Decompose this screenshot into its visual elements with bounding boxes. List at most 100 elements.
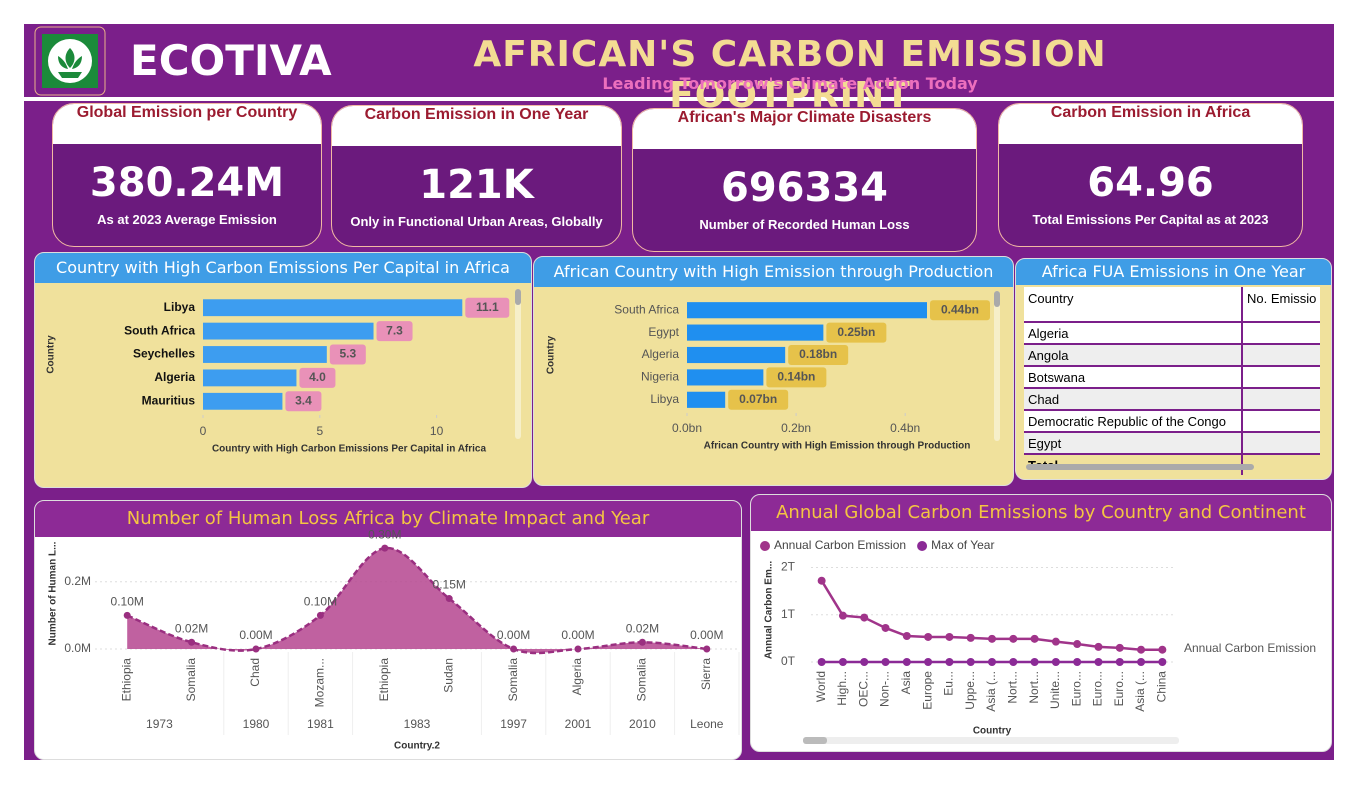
x-tick-label: Chad: [248, 658, 262, 687]
point: [1158, 645, 1167, 654]
point: [316, 611, 324, 619]
group-label: 2001: [565, 717, 592, 731]
brand: ECOTIVA: [130, 36, 332, 85]
data-label: 0.10M: [111, 595, 144, 609]
table-panel: Africa FUA Emissions in One Year Country…: [1015, 258, 1332, 480]
data-label-bg: [766, 367, 827, 388]
x-axis-title: Country.2: [394, 741, 440, 752]
x-tick-label: 5: [316, 424, 323, 438]
point: [1051, 658, 1060, 666]
category-label: Algeria: [154, 370, 195, 384]
x-tick-label: Asia (...: [984, 671, 998, 712]
group-label: 2010: [629, 717, 656, 731]
x-tick-label: Euro...: [1069, 671, 1083, 706]
x-axis-title: Country with High Carbon Emissions Per C…: [212, 444, 487, 455]
data-label: 3.4: [295, 393, 312, 407]
legend-marker: [917, 541, 928, 551]
legend-label: Max of Year: [931, 538, 994, 552]
group-label: Leone: [690, 717, 724, 731]
data-label: 0.30M: [368, 527, 401, 541]
annotation: Annual Carbon Emission: [1184, 641, 1316, 655]
x-tick-label: Somalia: [635, 658, 649, 702]
point: [381, 544, 389, 552]
point: [966, 633, 975, 642]
data-label: 0.10M: [304, 595, 337, 609]
kpi-card: Global Emission per Country 380.24M As a…: [52, 103, 322, 247]
x-tick-label: Eu...: [942, 671, 956, 696]
y-tick-label: 0.0M: [64, 641, 91, 655]
x-tick-label: Ethiopia: [119, 658, 133, 702]
x-tick-label: 10: [430, 424, 444, 438]
category-label: Mauritius: [142, 393, 196, 407]
data-label: 0.00M: [561, 628, 594, 642]
table-cell: Egypt: [1024, 432, 1242, 455]
group-label: 1997: [500, 717, 527, 731]
data-label: 0.25bn: [837, 325, 875, 339]
x-tick-label: Algeria: [570, 658, 584, 696]
table-cell: Angola: [1024, 344, 1242, 367]
data-label-bg: [376, 321, 413, 342]
column-header: No. Emissio: [1241, 287, 1320, 323]
chart: 0.0bn 0.2bn 0.4bn South Africa 0.44bn Egypt 0.…: [546, 291, 1000, 452]
y-tick-label: 1T: [781, 607, 796, 621]
y-tick-label: 2T: [781, 560, 796, 574]
dashboard-title: AFRICAN'S CARBON EMISSION FOOTPRINT: [473, 34, 1107, 116]
x-tick-label: Nort...: [1027, 671, 1041, 704]
kpi-card: African's Major Climate Disasters 696334…: [632, 108, 977, 252]
scrollbar[interactable]: [1026, 464, 1254, 470]
x-tick-label: Sudan: [441, 658, 455, 693]
category-label: Egypt: [648, 325, 679, 339]
point: [838, 658, 847, 666]
card-value: 380.24M: [89, 160, 285, 206]
point: [902, 632, 911, 640]
point: [1051, 637, 1060, 646]
x-tick-label: High...: [835, 671, 849, 706]
point: [445, 595, 453, 603]
bar: [687, 346, 786, 364]
bar: [687, 391, 726, 408]
category-label: Nigeria: [641, 370, 679, 384]
y-axis-title: Country: [46, 335, 57, 374]
point: [817, 576, 826, 585]
data-label-bg: [826, 322, 887, 343]
data-label: 0.15M: [433, 578, 466, 592]
data-label: 0.44bn: [941, 302, 979, 316]
point: [860, 658, 869, 666]
category-label: South Africa: [124, 323, 195, 337]
point: [966, 658, 975, 666]
data-label-bg: [285, 391, 322, 412]
data-label: 0.02M: [626, 621, 659, 635]
point: [1137, 658, 1146, 666]
point: [1009, 658, 1018, 666]
x-tick-label: Sierra: [699, 658, 713, 690]
data-label-bg: [299, 367, 336, 388]
point: [1115, 643, 1124, 652]
point: [860, 613, 869, 622]
x-tick-label: Asia (...: [1133, 671, 1147, 712]
point: [252, 645, 260, 653]
x-tick-label: OEC...: [856, 671, 870, 707]
point: [988, 658, 996, 666]
chart-title: Number of Human Loss Africa by Climate I…: [35, 501, 741, 537]
point: [1115, 658, 1124, 666]
x-tick-label: Somalia: [184, 658, 198, 702]
x-tick-label: 0.4bn: [890, 421, 920, 435]
point: [881, 658, 890, 666]
bar: [687, 369, 764, 386]
data-label: 4.0: [309, 370, 326, 384]
point: [188, 638, 196, 646]
card-title: Carbon Emission in Africa: [999, 104, 1302, 144]
category-label: Libya: [164, 300, 196, 314]
point: [924, 658, 933, 666]
table: Country No. Emissio Algeria Angola Botswa…: [1024, 287, 1320, 475]
data-label-bg: [930, 300, 990, 321]
point: [1137, 645, 1146, 654]
table-cell: Algeria: [1024, 322, 1242, 345]
category-label: Seychelles: [133, 347, 195, 361]
group-label: 1983: [404, 717, 431, 731]
logo: [34, 26, 106, 96]
x-tick-label: Euro...: [1112, 671, 1126, 706]
point: [1158, 658, 1167, 666]
x-tick-label: Asia: [899, 671, 913, 695]
point: [924, 632, 933, 641]
